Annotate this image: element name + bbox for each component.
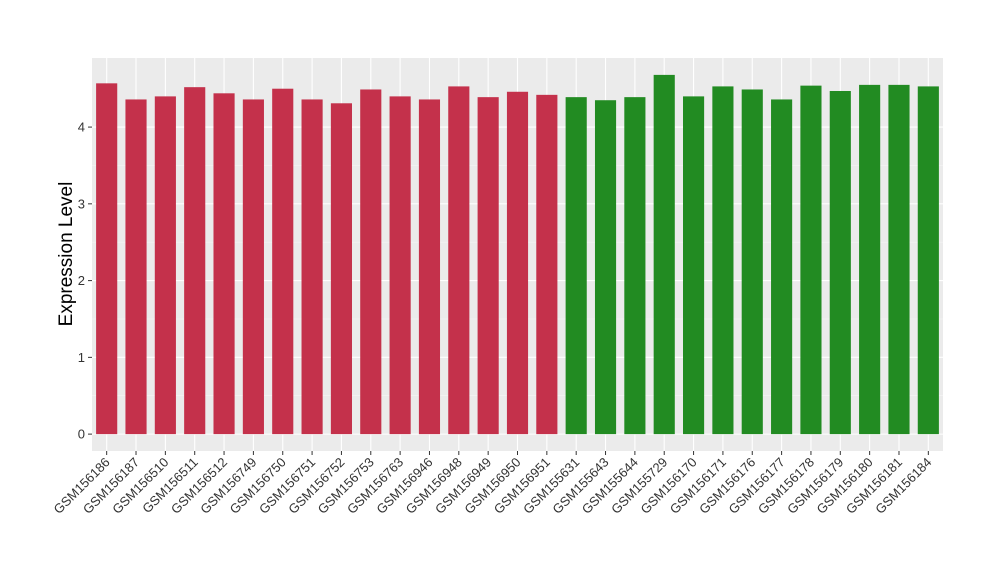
bar [272, 88, 294, 435]
bar [565, 97, 587, 435]
bar [184, 87, 206, 435]
bar [859, 84, 881, 435]
y-tick-label: 1 [78, 350, 85, 365]
bar [653, 74, 675, 435]
bar [771, 99, 793, 435]
bar [741, 89, 763, 435]
bars-group [96, 74, 939, 435]
bar [360, 89, 382, 435]
bar [712, 86, 734, 435]
bar [800, 85, 822, 435]
y-axis-title: Expression Level [56, 182, 77, 327]
bar [418, 99, 441, 435]
y-axis: 0 1 2 3 4 [78, 120, 92, 442]
bar [154, 96, 176, 435]
bar [506, 91, 529, 435]
bar [624, 97, 646, 435]
bar [594, 100, 617, 435]
bar [301, 99, 323, 435]
bar [213, 93, 235, 435]
bar [125, 99, 147, 435]
y-tick-label: 3 [78, 196, 85, 211]
bar [536, 94, 558, 435]
bar [829, 91, 851, 435]
bar [389, 96, 411, 435]
bar [888, 84, 910, 435]
bar [683, 96, 705, 435]
bar [917, 86, 939, 435]
bar [477, 97, 499, 435]
y-tick-label: 4 [78, 120, 85, 135]
bar [330, 103, 352, 435]
bar [242, 99, 264, 435]
bar [96, 83, 118, 435]
bar [448, 86, 470, 435]
y-tick-label: 0 [78, 427, 85, 442]
y-tick-label: 2 [78, 273, 85, 288]
x-axis: GSM156186GSM156187GSM156510GSM156511GSM1… [51, 451, 934, 517]
